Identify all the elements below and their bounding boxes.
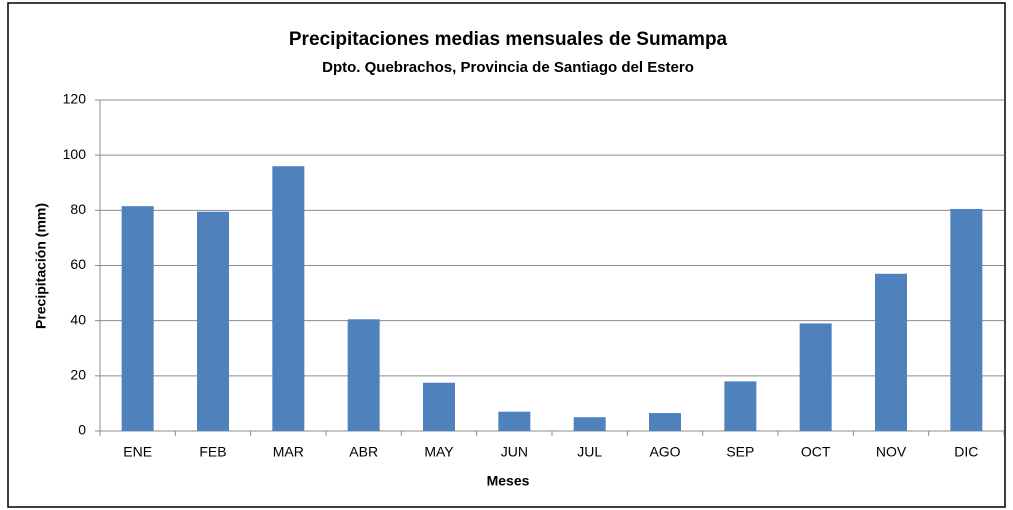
x-tick-label: MAR [273,444,304,460]
x-tick-label: DIC [954,444,978,460]
x-tick-label: FEB [199,444,226,460]
bar [875,273,907,431]
x-axis-label: Meses [487,473,530,489]
bar [724,381,757,431]
y-tick-label: 0 [78,422,86,438]
x-tick-label: NOV [876,444,907,460]
x-tick-label: ABR [349,444,378,460]
bar [197,211,229,431]
bar [423,382,455,431]
bar [347,319,380,431]
y-tick-label: 60 [70,256,86,272]
bar [799,323,832,431]
x-tick-label: ENE [123,444,152,460]
y-tick-label: 20 [70,367,86,383]
bar [573,417,606,431]
bar [272,166,305,431]
x-tick-label: MAY [424,444,454,460]
y-tick-label: 100 [63,146,87,162]
x-tick-label: AGO [649,444,680,460]
bar [649,413,681,431]
y-tick-label: 120 [63,91,87,107]
x-tick-label: JUN [501,444,528,460]
bar [498,411,531,431]
bar [121,206,154,431]
x-tick-label: JUL [577,444,602,460]
y-axis-label: Precipitación (mm) [33,203,49,329]
y-tick-label: 80 [70,201,86,217]
x-tick-label: OCT [801,444,831,460]
bar [950,208,983,431]
chart-title: Precipitaciones medias mensuales de Suma… [289,29,728,50]
x-tick-label: SEP [726,444,754,460]
chart-subtitle: Dpto. Quebrachos, Provincia de Santiago … [322,59,694,76]
y-tick-label: 40 [70,311,86,327]
